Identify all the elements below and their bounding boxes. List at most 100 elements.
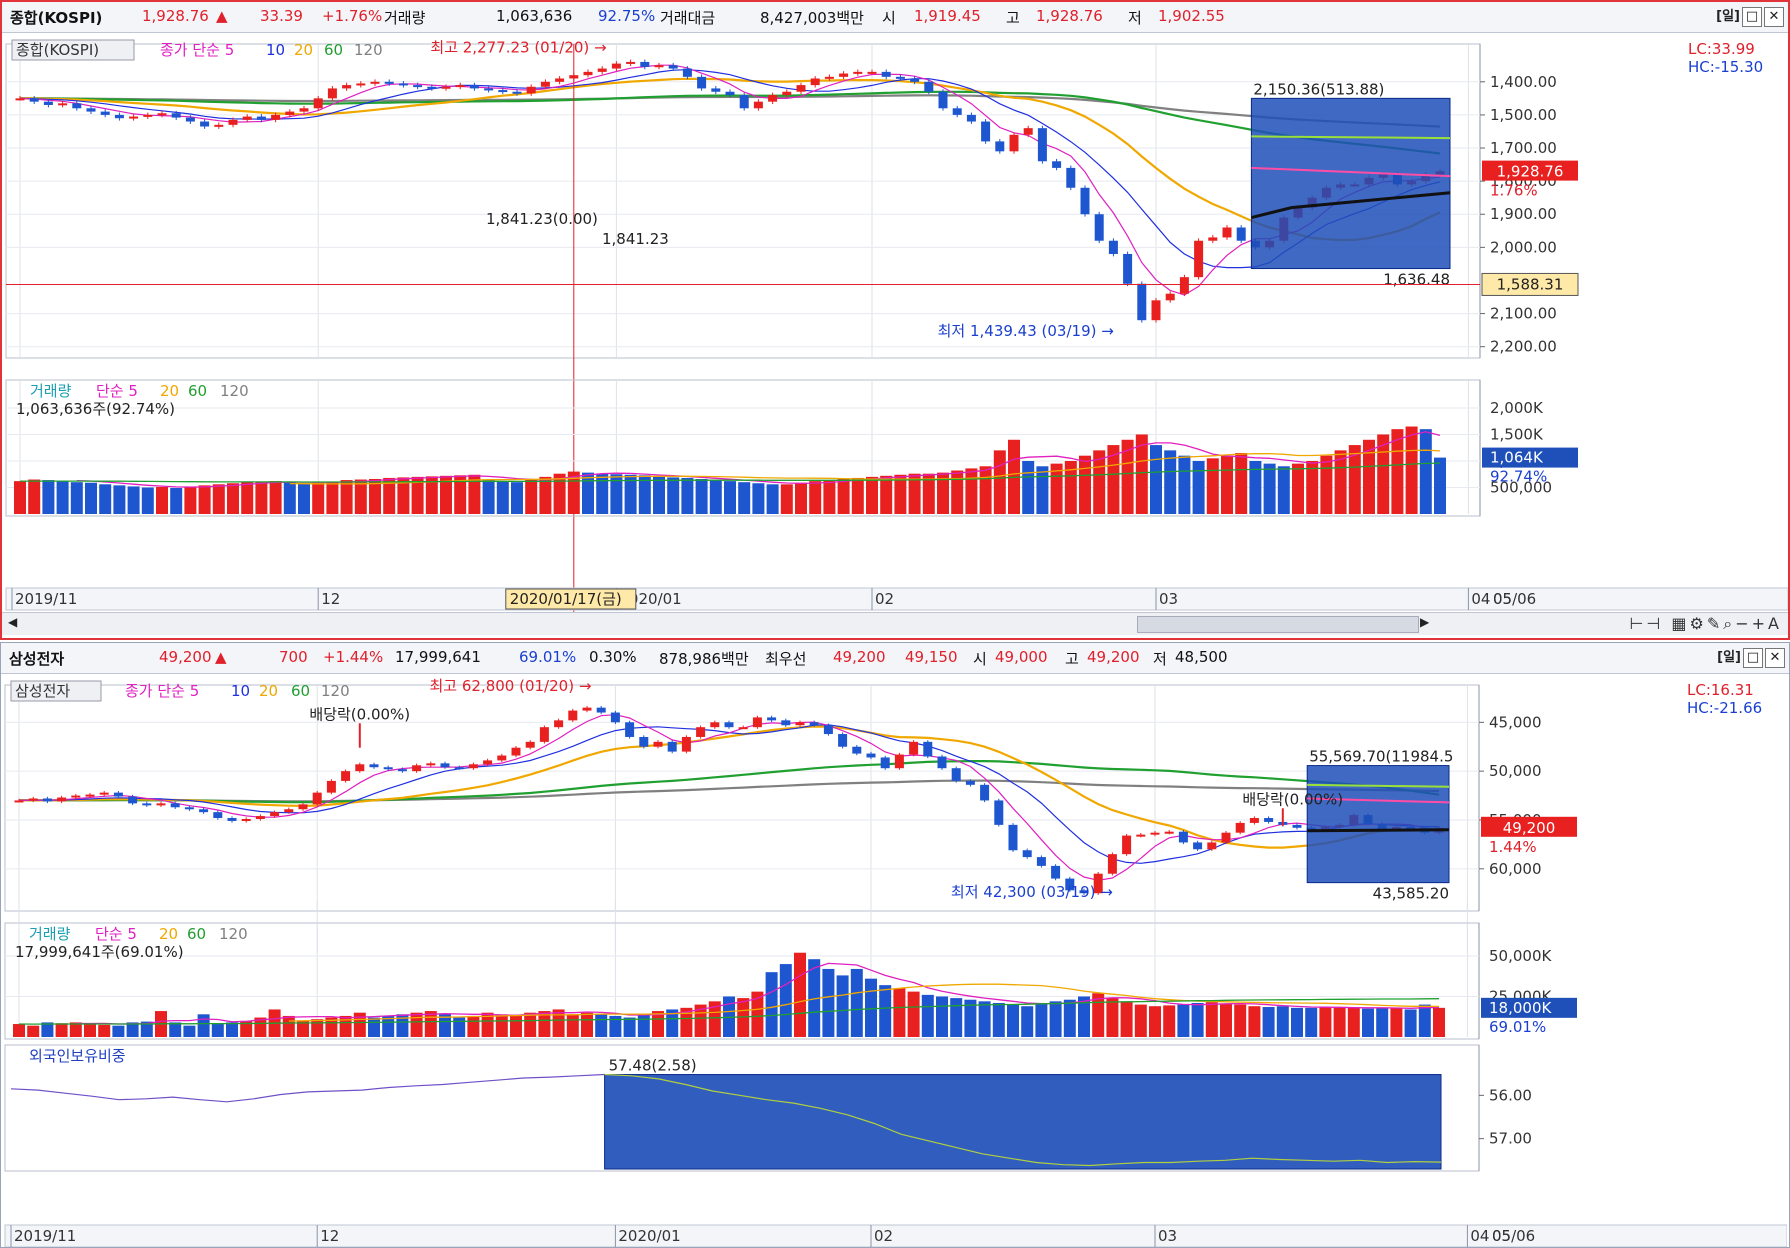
crosshair-price-tag-box	[1481, 272, 1579, 296]
candle	[724, 722, 734, 728]
ma20-line	[18, 725, 1440, 849]
volume-legend-label: 단순 5	[96, 382, 138, 400]
scroll-left-icon[interactable]: ◀	[8, 615, 18, 629]
volume-tag-box	[1481, 997, 1577, 1018]
candle	[14, 800, 24, 803]
box-bottom-label: 1,636.48	[1383, 271, 1450, 289]
volume-bar	[1092, 993, 1105, 1037]
candle	[810, 78, 820, 86]
volume-bar	[353, 1012, 366, 1037]
candle	[483, 760, 493, 765]
maximize-icon[interactable]: □	[1743, 648, 1763, 668]
volume-bar	[211, 1024, 224, 1037]
volume-bar	[183, 1025, 196, 1037]
samsung-high: 49,200	[1087, 648, 1140, 666]
candle	[454, 767, 464, 770]
candle	[213, 812, 223, 819]
candle	[610, 712, 620, 723]
candle	[782, 91, 792, 96]
volume-bar	[368, 1017, 380, 1037]
kospi-name[interactable]: 종합(KOSPI)	[10, 9, 103, 27]
volume-bar	[1405, 426, 1418, 514]
scroll-thumb[interactable]	[1137, 616, 1419, 633]
candle	[1094, 214, 1104, 241]
volume-bar	[495, 1014, 508, 1037]
lc-label: LC:33.99	[1688, 40, 1755, 58]
zoom-in-icon[interactable]: +	[1751, 614, 1769, 633]
samsung-legend-name: 삼성전자	[15, 682, 70, 700]
volume-tick-label: 2,000K	[1490, 399, 1544, 417]
candle	[1208, 237, 1218, 241]
volume-legend-label: 거래량	[30, 382, 72, 400]
grid-icon[interactable]: ▦	[1671, 614, 1690, 633]
volume-bar	[708, 1001, 721, 1037]
candle	[1022, 850, 1032, 858]
volume-tick-label: 500,000	[1490, 478, 1552, 496]
volume-bar	[1164, 450, 1177, 514]
candle	[284, 809, 294, 813]
volume-bar	[283, 482, 296, 514]
volume-bar	[382, 1015, 395, 1037]
scroll-right-icon[interactable]: ▶	[1420, 615, 1430, 629]
candle	[341, 771, 351, 781]
font-icon[interactable]: A	[1768, 614, 1782, 633]
volume-bar	[539, 476, 552, 514]
volume-bar	[1277, 466, 1290, 514]
close-icon[interactable]: ✕	[1765, 648, 1785, 668]
volume-bar	[1347, 1007, 1360, 1037]
volume-bar	[780, 484, 793, 514]
note-label-a: 1,841.23(0.00)	[486, 210, 598, 228]
candle	[1137, 283, 1147, 321]
volume-bar	[738, 482, 751, 514]
zoom-slider-icon[interactable]: ⊢⊣	[1629, 614, 1664, 633]
volume-bar	[1235, 453, 1248, 514]
kospi-horizontal-scrollbar[interactable]: ◀ ▶ ⊢⊣ ▦⚙✎⌕−+A	[2, 612, 1788, 635]
zoom-out-icon[interactable]: −	[1735, 614, 1752, 633]
period-daily-button[interactable]: [일]	[1716, 9, 1740, 24]
volume-bar	[1306, 460, 1319, 514]
candle	[498, 90, 508, 93]
close-icon[interactable]: ✕	[1764, 7, 1784, 27]
volume-bar	[624, 474, 637, 514]
volume-pct-tag: 69.01%	[1489, 1018, 1546, 1036]
search-icon[interactable]: ⌕	[1723, 614, 1736, 633]
volume-bar	[823, 480, 836, 514]
candle	[1207, 842, 1217, 850]
volume-bar	[14, 481, 26, 514]
volume-bar	[1078, 996, 1090, 1037]
samsung-name[interactable]: 삼성전자	[9, 650, 65, 668]
x-axis-bar	[4, 1224, 1787, 1247]
volume-bar	[1135, 434, 1148, 514]
candle	[1108, 240, 1118, 254]
volume-bar	[766, 484, 779, 514]
chart-toolbar: ⊢⊣ ▦⚙✎⌕−+A	[1629, 614, 1782, 634]
candle	[43, 101, 53, 105]
kospi-chart-svg[interactable]: 2,200.002,100.002,000.001,900.001,800.00…	[2, 32, 1788, 612]
candle	[42, 798, 52, 802]
candle	[71, 795, 81, 798]
candle	[626, 61, 636, 64]
volume-bar	[524, 1012, 537, 1037]
volume-bar	[84, 1024, 96, 1037]
volume-bar	[1035, 1002, 1048, 1037]
kospi-volume: 1,063,636	[496, 7, 573, 25]
maximize-icon[interactable]: □	[1742, 7, 1762, 27]
volume-bar	[70, 482, 83, 514]
volume-bar	[566, 1014, 579, 1037]
box-ma60-line	[1251, 135, 1451, 140]
volume-bar	[1149, 1006, 1161, 1037]
price-tick-label: 1,500.00	[1490, 106, 1557, 124]
x-axis-label: 2019/11	[15, 590, 77, 608]
volume-bar	[908, 473, 921, 514]
volume-bar	[126, 1022, 139, 1037]
volume-tag-box	[1482, 447, 1578, 468]
candle	[1150, 832, 1160, 835]
settings-icon[interactable]: ⚙	[1689, 614, 1707, 633]
candle	[214, 124, 224, 127]
period-daily-button[interactable]: [일]	[1717, 650, 1741, 665]
draw-line-icon[interactable]: ✎	[1706, 614, 1724, 633]
box-bottom-label: 43,585.20	[1373, 885, 1449, 903]
volume-bar	[724, 481, 736, 514]
current-price-tag: 1,928.76	[1497, 163, 1564, 181]
